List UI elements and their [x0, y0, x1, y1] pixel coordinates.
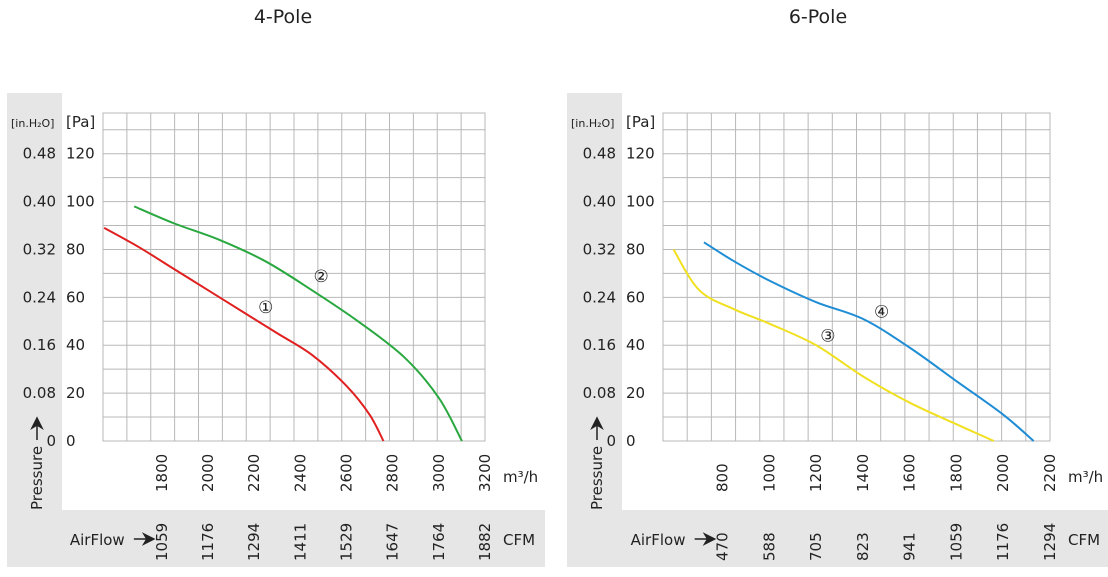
x-tick-m3h: 1400: [854, 454, 872, 492]
y-unit-inh2o: [in.H₂O]: [571, 117, 614, 130]
series-line-1: [672, 248, 995, 442]
x-tick-cfm: 470: [714, 532, 732, 561]
pressure-arrow-icon: [30, 416, 44, 440]
x-tick-m3h: 2000: [994, 454, 1012, 492]
x-unit-cfm: CFM: [503, 531, 535, 549]
plot-frame: [662, 112, 1051, 442]
x-tick-cfm: 1529: [338, 523, 356, 561]
x-tick-cfm: 705: [807, 532, 825, 561]
y-tick-pa: 20: [626, 384, 645, 402]
x-tick-cfm: 941: [901, 532, 919, 561]
airflow-arrow-icon: [694, 532, 717, 546]
chart-1: 6-Pole [in.H₂O] [Pa] 00 20 0.08 40 0.16 60 0.24 80…: [567, 6, 1108, 567]
y-tick-pa: 120: [626, 145, 655, 163]
y-unit-inh2o: [in.H₂O]: [11, 117, 54, 130]
y-axis-label: Pressure: [588, 446, 606, 510]
y-unit-pa: [Pa]: [626, 113, 655, 131]
x-tick-cfm: 823: [854, 532, 872, 561]
x-tick-m3h: 2200: [245, 454, 263, 492]
x-tick-m3h: 1000: [760, 454, 778, 492]
y-tick-inh2o: 0.32: [583, 240, 616, 258]
pressure-arrow-icon: [590, 416, 604, 440]
y-tick-pa: 80: [66, 240, 85, 258]
y-tick-pa: 40: [66, 336, 85, 354]
y-tick-inh2o: 0.40: [583, 193, 616, 211]
x-tick-m3h: 3000: [430, 454, 448, 492]
y-tick-inh2o: 0.48: [23, 145, 56, 163]
airflow-arrow-icon: [133, 532, 156, 546]
x-tick-cfm: 1294: [245, 523, 263, 561]
grid: [662, 113, 1051, 442]
chart-0: 4-Pole [in.H₂O] [Pa] 00 20 0.08 40 0.16 60 0.24 80…: [7, 6, 545, 567]
y-tick-pa: 80: [626, 240, 645, 258]
x-tick-cfm: 1294: [1041, 523, 1059, 561]
y-tick-inh2o: 0.32: [23, 240, 56, 258]
x-tick-m3h: 3200: [476, 454, 494, 492]
x-unit-m3h: m³/h: [1068, 468, 1103, 486]
x-tick-cfm: 1176: [994, 523, 1012, 561]
series-label-1: ①: [258, 298, 273, 318]
y-tick-inh2o: 0.24: [583, 288, 616, 306]
x-tick-cfm: 1059: [947, 523, 965, 561]
y-tick-inh2o: 0: [46, 432, 56, 450]
x-tick-m3h: 800: [714, 463, 732, 492]
plot-frame: [102, 112, 486, 442]
x-tick-cfm: 588: [760, 532, 778, 561]
x-tick-m3h: 2000: [199, 454, 217, 492]
x-tick-cfm: 1411: [291, 523, 309, 561]
series-line-1: [103, 227, 385, 442]
x-tick-m3h: 1800: [947, 454, 965, 492]
x-unit-m3h: m³/h: [503, 468, 538, 486]
left-axis-panel: [7, 93, 62, 567]
y-tick-inh2o: 0.08: [23, 384, 56, 402]
bottom-axis-panel: [7, 510, 545, 567]
x-tick-m3h: 2800: [384, 454, 402, 492]
left-axis-panel: [567, 93, 622, 567]
series-label-2: ②: [313, 267, 328, 287]
y-tick-pa: 60: [66, 288, 85, 306]
series-line-2: [133, 205, 463, 442]
y-tick-pa: 100: [626, 193, 655, 211]
y-tick-pa: 0: [66, 432, 76, 450]
x-tick-m3h: 1800: [153, 454, 171, 492]
x-tick-cfm: 1647: [384, 523, 402, 561]
y-tick-pa: 60: [626, 288, 645, 306]
y-tick-inh2o: 0: [606, 432, 616, 450]
y-tick-inh2o: 0.24: [23, 288, 56, 306]
series-label-1: ③: [820, 327, 835, 347]
bottom-axis-panel: [567, 510, 1108, 567]
grid: [102, 113, 486, 442]
x-axis-label: AirFlow: [70, 531, 125, 549]
y-tick-inh2o: 0.16: [583, 336, 616, 354]
y-tick-inh2o: 0.16: [23, 336, 56, 354]
x-tick-cfm: 1882: [476, 523, 494, 561]
x-tick-cfm: 1059: [153, 523, 171, 561]
series-label-2: ④: [874, 303, 889, 323]
x-tick-cfm: 1764: [430, 523, 448, 561]
y-tick-pa: 120: [66, 145, 95, 163]
x-tick-m3h: 2600: [338, 454, 356, 492]
y-tick-inh2o: 0.08: [583, 384, 616, 402]
y-axis-label: Pressure: [28, 446, 46, 510]
y-tick-inh2o: 0.48: [583, 145, 616, 163]
y-tick-pa: 0: [626, 432, 636, 450]
x-tick-m3h: 2200: [1041, 454, 1059, 492]
pressure-label-group: Pressure: [588, 416, 606, 510]
y-tick-pa: 20: [66, 384, 85, 402]
y-tick-inh2o: 0.40: [23, 193, 56, 211]
x-tick-m3h: 1600: [901, 454, 919, 492]
chart-title: 4-Pole: [254, 6, 312, 28]
x-unit-cfm: CFM: [1068, 531, 1100, 549]
y-tick-pa: 40: [626, 336, 645, 354]
chart-title: 6-Pole: [789, 6, 847, 28]
y-tick-pa: 100: [66, 193, 95, 211]
x-axis-label: AirFlow: [631, 531, 686, 549]
y-unit-pa: [Pa]: [66, 113, 95, 131]
x-tick-m3h: 1200: [807, 454, 825, 492]
x-tick-cfm: 1176: [199, 523, 217, 561]
pressure-label-group: Pressure: [28, 416, 46, 510]
x-tick-m3h: 2400: [291, 454, 309, 492]
series-line-2: [703, 241, 1035, 442]
